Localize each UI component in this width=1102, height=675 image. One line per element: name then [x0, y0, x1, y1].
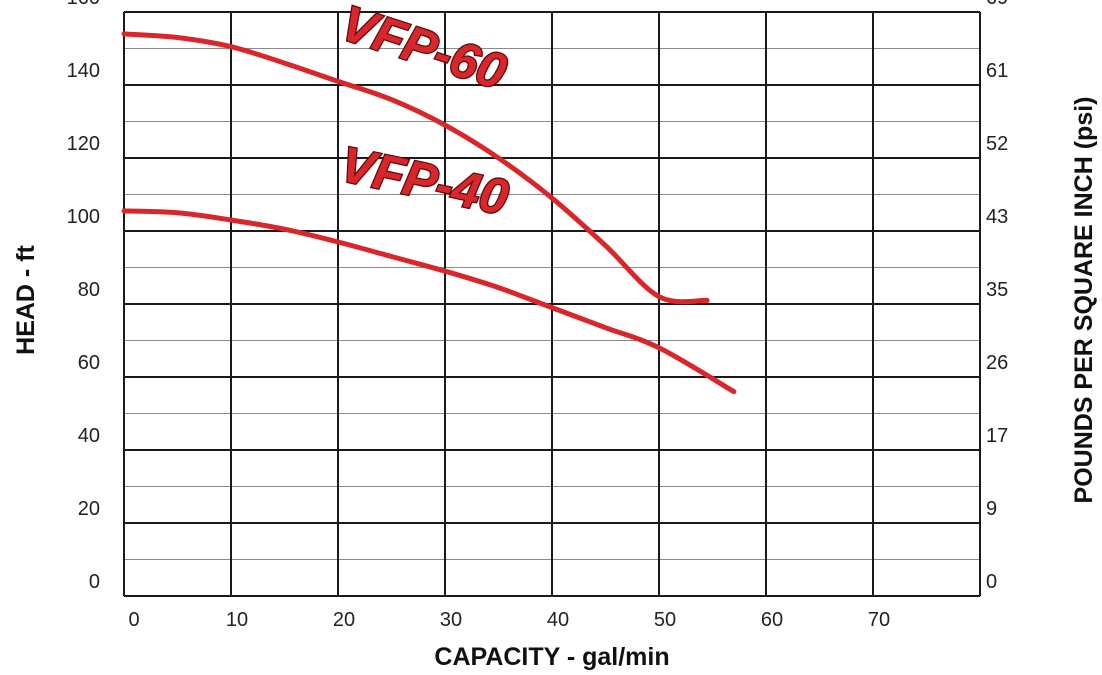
series-lines	[121, 31, 737, 395]
y2-tick-label: 43	[986, 206, 1008, 228]
y-tick-label: 20	[78, 498, 100, 520]
y-tick-label: 60	[78, 352, 100, 374]
x-tick-label: 70	[868, 609, 890, 631]
x-tick-label: 50	[654, 609, 676, 631]
y-tick-label: 160	[67, 0, 100, 9]
y2-tick-label: 61	[986, 60, 1008, 82]
series-line-vfp-60	[121, 31, 710, 305]
y-tick-label: 80	[78, 279, 100, 301]
x-tick-label: 0	[128, 609, 139, 631]
x-axis-title: CAPACITY - gal/min	[434, 643, 669, 671]
y-axis-title: HEAD - ft	[12, 244, 40, 354]
y-tick-label: 0	[89, 571, 100, 593]
y-tick-label: 120	[67, 133, 100, 155]
y-tick-label: 40	[78, 425, 100, 447]
y2-tick-label: 69	[986, 0, 1008, 9]
y2-tick-label: 52	[986, 133, 1008, 155]
x-tick-label: 30	[440, 609, 462, 631]
y2-tick-label: 17	[986, 425, 1008, 447]
x-tick-label: 60	[761, 609, 783, 631]
grid	[123, 11, 981, 597]
y2-axis-title: POUNDS PER SQUARE INCH (psi)	[1070, 97, 1098, 504]
y-tick-label: 140	[67, 60, 100, 82]
y-tick-label: 100	[67, 206, 100, 228]
x-tick-label: 20	[333, 609, 355, 631]
y2-tick-label: 0	[986, 571, 997, 593]
x-tick-label: 40	[547, 609, 569, 631]
y2-tick-label: 26	[986, 352, 1008, 374]
y2-tick-label: 9	[986, 498, 997, 520]
series-line-vfp-40	[121, 208, 737, 395]
tick-labels: 0 10 20 30 40 50 60 70 0 20 40 60 80 100 120 140 160 0 9 17…	[67, 0, 1009, 631]
x-tick-label: 10	[226, 609, 248, 631]
y2-tick-label: 35	[986, 279, 1008, 301]
